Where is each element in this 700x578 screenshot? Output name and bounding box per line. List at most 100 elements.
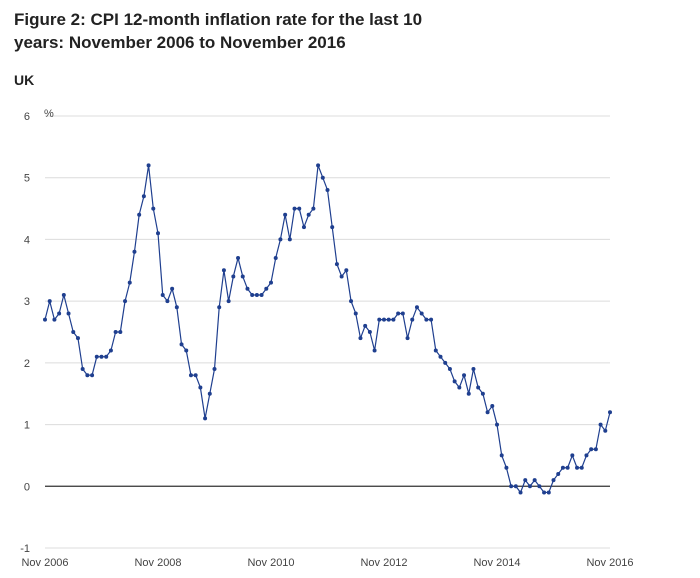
axes: -1 0 1 2 3 4 5 6 Nov 2006 Nov 2008 Nov 2010 Nov 201…: [20, 111, 633, 569]
data-point: [269, 280, 273, 285]
data-point: [231, 274, 236, 279]
data-point: [207, 391, 212, 396]
y-tick-label: 6: [24, 111, 30, 123]
data-point: [311, 206, 316, 211]
data-point: [226, 299, 231, 304]
data-point: [306, 212, 311, 217]
data-point: [556, 471, 561, 476]
data-point: [123, 299, 128, 304]
y-tick-label: 1: [24, 420, 30, 432]
data-point: [499, 453, 504, 458]
chart-subtitle: UK: [14, 72, 35, 88]
data-point: [301, 225, 306, 230]
data-point: [57, 311, 62, 316]
data-point: [424, 317, 429, 322]
y-tick-label: -1: [20, 543, 30, 555]
data-point: [405, 336, 410, 341]
data-point: [297, 206, 302, 211]
data-point: [66, 311, 71, 316]
y-tick-label: 2: [24, 358, 30, 370]
data-point: [414, 305, 419, 310]
x-tick-label: Nov 2016: [586, 557, 633, 569]
data-point: [438, 354, 443, 359]
data-point: [476, 385, 481, 390]
x-tick-label: Nov 2012: [360, 557, 407, 569]
data-point: [608, 410, 612, 415]
data-point: [108, 348, 113, 353]
data-point: [94, 354, 99, 359]
data-point: [320, 175, 325, 180]
data-point: [443, 360, 448, 365]
data-point: [273, 255, 278, 260]
data-point: [490, 404, 495, 409]
data-point: [457, 385, 462, 390]
x-tick-label: Nov 2010: [247, 557, 294, 569]
data-point: [217, 305, 222, 310]
data-point: [264, 286, 269, 291]
data-point: [245, 286, 250, 291]
data-point: [104, 354, 109, 359]
data-point: [542, 490, 547, 495]
data-point: [396, 311, 401, 316]
data-point: [85, 373, 90, 378]
data-point: [137, 212, 142, 217]
gridlines: [45, 115, 610, 549]
data-point: [259, 292, 264, 297]
data-point: [603, 428, 608, 433]
data-point: [523, 478, 528, 483]
data-point: [513, 484, 518, 489]
data-point: [527, 484, 532, 489]
data-point: [90, 373, 95, 378]
data-point: [372, 348, 377, 353]
y-tick-label: 0: [24, 481, 30, 493]
data-point: [433, 348, 438, 353]
data-point: [283, 212, 288, 217]
data-point: [156, 231, 160, 236]
data-point: [141, 194, 146, 199]
data-point: [447, 367, 452, 372]
data-point: [358, 336, 363, 341]
data-point: [146, 163, 151, 168]
data-point: [75, 336, 80, 341]
data-point: [452, 379, 457, 384]
data-point: [250, 292, 255, 297]
data-point: [579, 465, 584, 470]
x-tick-label: Nov 2006: [21, 557, 68, 569]
data-point: [118, 330, 123, 334]
data-point: [584, 453, 589, 458]
data-point: [198, 385, 203, 390]
data-point: [537, 484, 542, 489]
data-point: [353, 311, 358, 316]
data-point: [495, 422, 499, 427]
data-point: [575, 465, 580, 470]
data-point: [132, 249, 137, 254]
data-point: [518, 490, 523, 495]
data-point: [330, 225, 335, 230]
data-point: [462, 373, 467, 378]
data-point: [316, 163, 321, 168]
data-point: [278, 237, 283, 242]
data-point: [391, 317, 396, 322]
data-point: [99, 354, 104, 359]
data-point: [344, 268, 349, 273]
data-point: [334, 262, 339, 267]
data-point: [236, 255, 241, 260]
data-point: [471, 367, 476, 372]
data-point: [193, 373, 198, 378]
data-point: [429, 317, 434, 322]
data-point: [221, 268, 226, 273]
data-point: [127, 280, 132, 285]
data-point: [170, 286, 175, 291]
data-point: [485, 410, 490, 415]
data-point: [509, 484, 514, 489]
data-series: [43, 163, 612, 495]
data-point: [504, 465, 509, 470]
data-point: [165, 299, 170, 304]
data-point: [240, 274, 245, 279]
series-line: [44, 164, 611, 494]
data-point: [546, 490, 551, 495]
data-point: [593, 447, 598, 452]
data-point: [480, 391, 485, 396]
data-point: [325, 188, 330, 193]
